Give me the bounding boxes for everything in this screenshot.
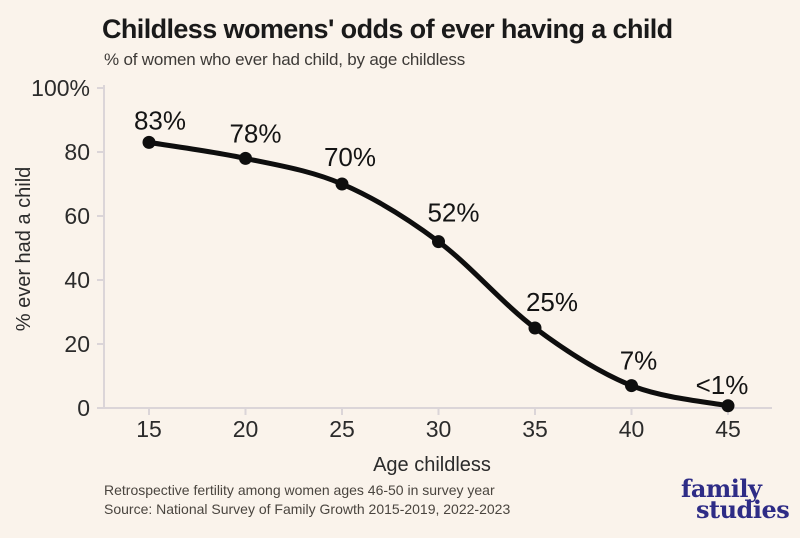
data-point-label: 7% (620, 346, 658, 376)
x-tick-label: 35 (522, 416, 548, 442)
data-point-label: 83% (134, 105, 186, 135)
y-tick-label: 20 (64, 331, 90, 357)
chart-subtitle: % of women who ever had child, by age ch… (104, 50, 466, 69)
data-point (335, 177, 349, 191)
x-tick-label: 25 (329, 416, 355, 442)
data-point-label: 52% (427, 198, 479, 228)
data-point (239, 151, 252, 165)
y-tick-label: 0 (77, 395, 90, 421)
y-tick-label: 40 (64, 267, 90, 293)
y-tick-label: 100% (31, 75, 90, 101)
data-point-label: 70% (324, 142, 376, 172)
x-tick-label: 30 (426, 416, 452, 442)
x-tick-label: 40 (619, 416, 645, 442)
x-tick-label: 45 (715, 416, 741, 442)
footnote-line2: Source: National Survey of Family Growth… (104, 501, 511, 517)
logo-word-studies: studies (696, 495, 790, 524)
data-point (625, 379, 638, 393)
x-tick-label: 15 (136, 416, 162, 442)
chart-title: Childless womens' odds of ever having a … (102, 14, 673, 44)
data-point-label: 78% (229, 118, 281, 148)
y-tick-label: 80 (64, 139, 90, 165)
data-point (432, 235, 445, 249)
y-tick-label: 60 (64, 203, 90, 229)
data-point-label: <1% (696, 370, 749, 400)
data-point-label: 25% (526, 287, 578, 317)
footnote: Retrospective fertility among women ages… (104, 481, 510, 519)
y-axis-title: % ever had a child (13, 167, 35, 332)
data-point (142, 135, 156, 149)
family-studies-logo: family studies (681, 474, 790, 524)
x-tick-label: 20 (233, 416, 259, 442)
data-point (528, 321, 542, 335)
data-point (721, 399, 735, 413)
footnote-line1: Retrospective fertility among women ages… (104, 482, 495, 498)
logo-word-family: family (681, 474, 762, 503)
x-axis-title: Age childless (373, 454, 491, 476)
